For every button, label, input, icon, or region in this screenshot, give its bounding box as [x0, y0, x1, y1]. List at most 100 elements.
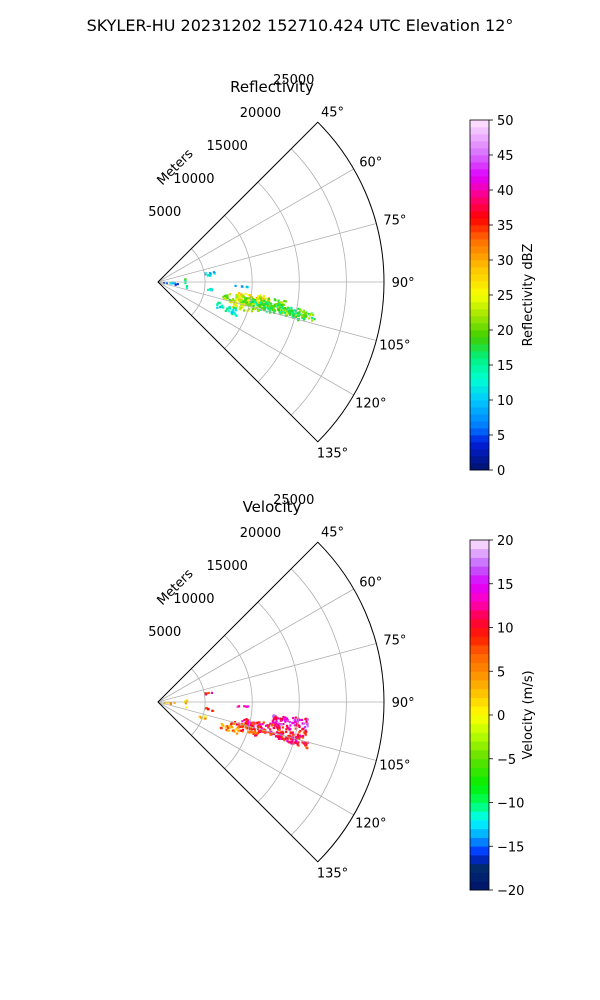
radar-gate	[252, 299, 255, 302]
echo-region	[234, 284, 249, 289]
radial-tick-label: 10000	[173, 592, 214, 607]
colorbar-level	[470, 566, 489, 576]
radial-tick-labels: 5000 10000 15000 20000 25000	[148, 73, 314, 220]
radar-gate	[278, 726, 281, 729]
radar-gate	[218, 306, 222, 309]
radar-gate	[247, 705, 250, 708]
radar-gate	[248, 298, 251, 301]
radar-gate	[225, 298, 228, 301]
radar-gate	[258, 730, 261, 733]
radar-gate	[235, 297, 238, 300]
radar-gate	[204, 272, 207, 275]
radar-gate	[275, 716, 278, 719]
radar-gate	[254, 308, 257, 311]
radar-gate	[232, 722, 236, 725]
radar-gate	[185, 699, 188, 702]
radar-gate	[261, 723, 264, 726]
echo-region	[287, 309, 316, 322]
radar-gate	[163, 702, 166, 705]
radar-gate	[226, 729, 229, 732]
colorbar-level	[470, 204, 489, 212]
echo-region	[184, 278, 189, 289]
colorbar-level	[470, 211, 489, 219]
radar-gate	[249, 305, 253, 308]
colorbar-level	[470, 592, 489, 602]
radar-gate	[297, 317, 300, 320]
radar-gate	[276, 728, 280, 731]
colorbar-level	[470, 274, 489, 282]
radar-gate	[283, 739, 286, 742]
colorbar-level	[470, 183, 489, 191]
colorbar-level	[470, 557, 489, 567]
colorbar-tick-label: 20	[497, 324, 514, 339]
radar-gate	[280, 305, 283, 308]
radar-gate	[267, 297, 270, 301]
radar-gate	[294, 736, 297, 739]
radar-gate	[233, 721, 237, 724]
radar-gate	[260, 302, 264, 305]
radar-gate	[253, 723, 256, 726]
radar-gate	[313, 318, 316, 321]
radar-gate	[260, 300, 263, 303]
radar-gate	[284, 717, 287, 720]
radar-gate	[289, 724, 292, 727]
colorbar: 0 5 10 15 20 25 30 35 40 45 50 Reflectivity dBZ	[469, 114, 536, 479]
radar-gate	[279, 717, 282, 720]
radar-gate	[245, 724, 248, 727]
radar-gate	[285, 313, 288, 316]
radar-gate	[207, 691, 210, 695]
radar-gate	[310, 312, 313, 315]
radar-gate	[248, 726, 251, 729]
radar-gate	[295, 737, 298, 740]
radar-gate	[235, 728, 238, 731]
radar-gate	[262, 728, 266, 731]
radar-gate	[273, 303, 276, 306]
radar-gate	[311, 319, 314, 322]
radar-gate	[262, 295, 266, 298]
colorbar-level	[470, 662, 489, 672]
echo-region	[169, 282, 179, 286]
radar-gate	[185, 285, 189, 288]
polar-grid	[157, 568, 384, 836]
radar-gate	[234, 309, 237, 312]
radar-gate	[286, 739, 289, 743]
radar-gate	[233, 730, 236, 733]
radar-gate	[283, 303, 286, 306]
radar-gate	[301, 741, 304, 744]
colorbar-level	[470, 793, 489, 803]
radar-gate	[206, 274, 209, 277]
radar-gate	[249, 301, 252, 304]
radar-gate	[246, 722, 249, 725]
radar-gate	[259, 298, 263, 301]
radar-gate	[209, 274, 212, 277]
radar-gate	[303, 312, 307, 315]
colorbar-level	[470, 190, 489, 198]
echo-region	[204, 691, 213, 696]
colorbar-level	[470, 548, 489, 558]
sector-frame	[157, 121, 385, 443]
radar-gate	[275, 731, 278, 734]
radar-gate	[232, 306, 235, 309]
radar-gate	[305, 746, 308, 749]
radar-gate	[185, 706, 188, 709]
colorbar-level	[470, 232, 489, 240]
radar-gate	[279, 719, 282, 722]
radar-gate	[258, 304, 261, 307]
radar-gate	[229, 301, 232, 304]
colorbar-level	[470, 750, 489, 760]
colorbar-tick-label: 10	[497, 622, 514, 637]
radial-tick-label: 15000	[207, 559, 248, 574]
radar-gate	[184, 702, 187, 705]
radar-gate	[272, 723, 275, 726]
radar-gate	[254, 302, 257, 305]
radar-gate	[244, 298, 248, 301]
radar-gate	[263, 731, 267, 734]
radar-gate	[235, 294, 238, 297]
radar-gate	[221, 723, 224, 726]
radar-gate	[291, 722, 294, 725]
radial-tick-label: 15000	[207, 139, 248, 154]
radar-gate	[234, 307, 237, 310]
radar-gate	[281, 312, 284, 315]
radar-gate	[241, 285, 244, 288]
radar-gate	[262, 304, 265, 307]
